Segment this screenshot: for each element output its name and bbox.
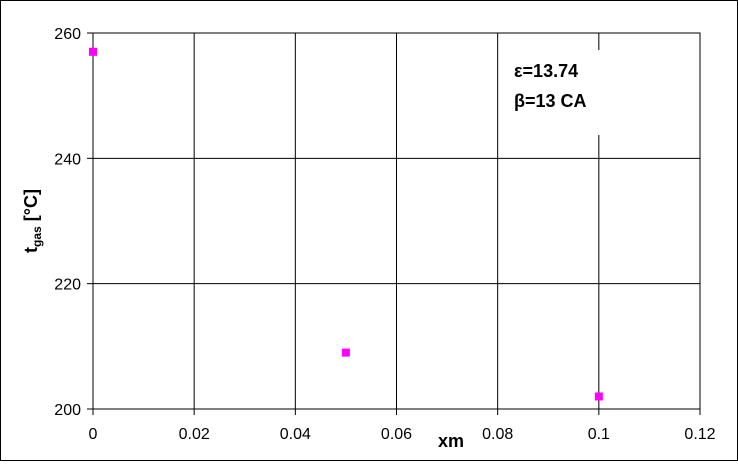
data-points bbox=[89, 47, 603, 401]
x-tick-label: 0.06 bbox=[381, 426, 412, 443]
x-tick-label: 0.08 bbox=[482, 426, 513, 443]
y-axis-title: tgas [°C] bbox=[21, 189, 44, 253]
y-axis-title-main: t bbox=[21, 247, 41, 253]
y-tick-label: 220 bbox=[54, 277, 81, 294]
x-tick-label: 0.12 bbox=[684, 426, 715, 443]
plot-border bbox=[92, 32, 701, 410]
y-tick-label: 240 bbox=[54, 151, 81, 168]
x-tick-label: 0.1 bbox=[588, 426, 610, 443]
x-tick-label: 0.04 bbox=[280, 426, 311, 443]
annotation-box: ε=13.74 β=13 CA bbox=[505, 50, 625, 135]
y-tick-label: 260 bbox=[54, 26, 81, 43]
data-point bbox=[341, 348, 350, 357]
data-point bbox=[594, 392, 603, 401]
data-point bbox=[89, 47, 97, 56]
y-axis-title-subscript: gas bbox=[30, 226, 44, 247]
x-tick-labels: 0 0.02 0.04 0.06 0.08 0.1 0.12 bbox=[89, 426, 716, 443]
y-tick-labels: 200 220 240 260 bbox=[54, 26, 81, 419]
annotation-compression-ratio: ε=13.74 bbox=[514, 61, 578, 81]
y-axis-title-unit: [°C] bbox=[21, 189, 41, 226]
x-axis-title: xm bbox=[438, 431, 464, 451]
annotation-beta: β=13 CA bbox=[514, 91, 587, 111]
annotation-background bbox=[505, 50, 625, 135]
x-tick-label: 0.02 bbox=[179, 426, 210, 443]
x-tick-label: 0 bbox=[89, 426, 98, 443]
y-tick-label: 200 bbox=[54, 402, 81, 419]
